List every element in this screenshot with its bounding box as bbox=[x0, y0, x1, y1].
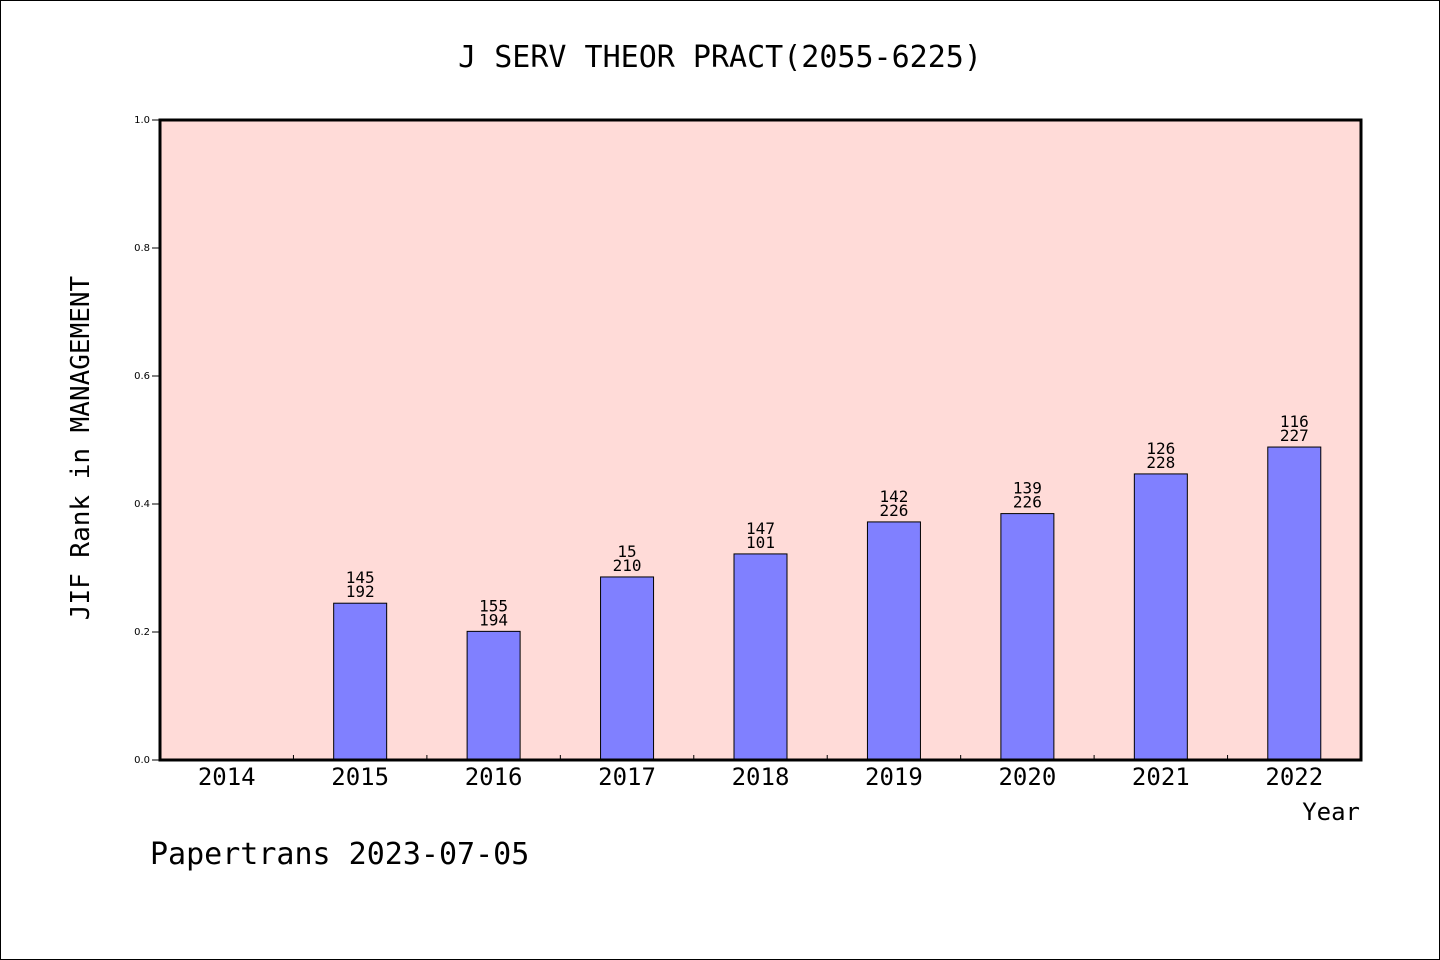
bar-label-bottom-2017: 210 bbox=[613, 556, 642, 575]
bar-2022 bbox=[1267, 446, 1322, 761]
bar-label-bottom-2015: 192 bbox=[346, 582, 375, 601]
x-axis-label: Year bbox=[1302, 798, 1360, 826]
bar-label-top-2019: 142 bbox=[879, 487, 908, 506]
bar-2018 bbox=[733, 553, 788, 761]
x-tick-label-2015: 2015 bbox=[331, 763, 389, 791]
bar-2019 bbox=[866, 521, 921, 761]
x-tick-label-2018: 2018 bbox=[732, 763, 790, 791]
x-tick-label-2016: 2016 bbox=[465, 763, 523, 791]
bar-2016 bbox=[466, 630, 521, 761]
bar-label-top-2017: 15 bbox=[617, 542, 636, 561]
bar-label-bottom-2022: 227 bbox=[1280, 426, 1309, 445]
y-tick-label: 0.2 bbox=[134, 627, 150, 638]
x-tick-label-2014: 2014 bbox=[198, 763, 256, 791]
bar-label-top-2015: 145 bbox=[346, 568, 375, 587]
bar-2017 bbox=[600, 576, 655, 761]
bar-label-bottom-2019: 226 bbox=[879, 501, 908, 520]
y-axis-label: JIF Rank in MANAGEMENT bbox=[66, 275, 96, 620]
y-tick-label: 0.0 bbox=[134, 755, 150, 766]
bar-label-top-2016: 155 bbox=[479, 596, 508, 615]
footer-credit: Papertrans 2023-07-05 bbox=[150, 837, 529, 872]
bar-2015 bbox=[333, 602, 388, 761]
bar-label-bottom-2021: 228 bbox=[1146, 453, 1175, 472]
bar-label-bottom-2020: 226 bbox=[1013, 493, 1042, 512]
x-tick-label-2019: 2019 bbox=[865, 763, 923, 791]
bar-label-bottom-2016: 194 bbox=[479, 610, 508, 629]
bar-label-top-2018: 147 bbox=[746, 519, 775, 538]
bar-2020 bbox=[1000, 513, 1055, 761]
chart-title: J SERV THEOR PRACT(2055-6225) bbox=[458, 40, 982, 75]
x-tick-label-2022: 2022 bbox=[1265, 763, 1323, 791]
y-tick-label: 1.0 bbox=[134, 115, 150, 126]
x-tick-label-2020: 2020 bbox=[998, 763, 1056, 791]
bar-label-bottom-2018: 101 bbox=[746, 533, 775, 552]
bar-label-top-2022: 116 bbox=[1280, 412, 1309, 431]
bar-label-top-2020: 139 bbox=[1013, 479, 1042, 498]
y-tick-label: 0.8 bbox=[134, 243, 150, 254]
x-tick-label-2017: 2017 bbox=[598, 763, 656, 791]
y-tick-label: 0.4 bbox=[134, 499, 150, 510]
bar-2021 bbox=[1133, 473, 1188, 761]
bar-label-top-2021: 126 bbox=[1146, 439, 1175, 458]
x-tick-label-2021: 2021 bbox=[1132, 763, 1190, 791]
y-tick-label: 0.6 bbox=[134, 371, 150, 382]
plot-border bbox=[158, 118, 1363, 762]
